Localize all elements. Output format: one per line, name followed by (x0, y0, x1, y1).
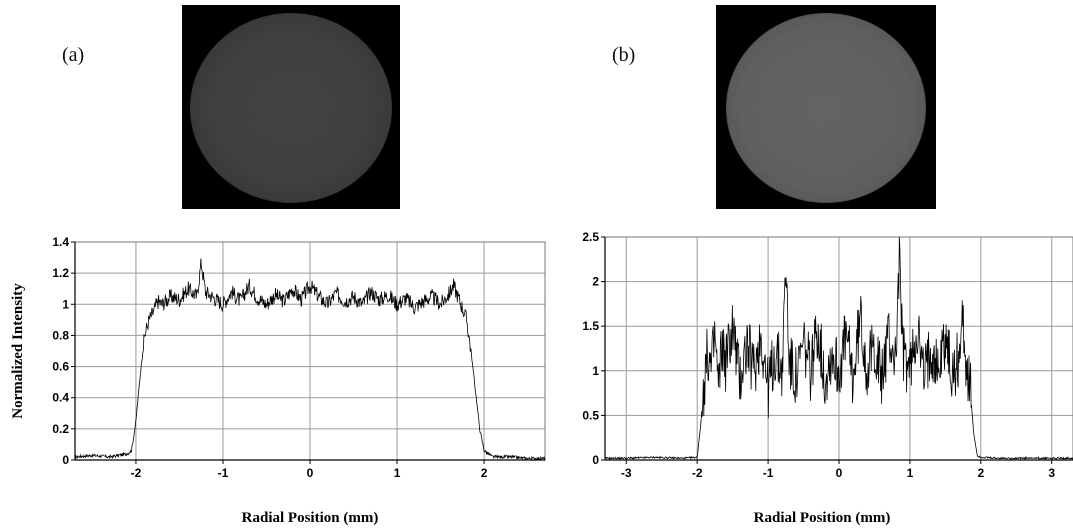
y-tick-label: 0.4 (52, 391, 69, 405)
y-tick-label: 1.5 (582, 319, 599, 333)
panel-label-b: (b) (612, 44, 636, 66)
x-tick-label: 2 (977, 466, 984, 480)
x-tick-label: -1 (218, 466, 229, 480)
y-tick-label: 0.6 (52, 360, 69, 374)
intensity-trace-a (74, 258, 546, 462)
speckle-overlay-b (727, 14, 925, 202)
x-tick-label: 2 (481, 466, 488, 480)
x-tick-label: 0 (307, 466, 314, 480)
chart-a: 0 0.2 0.4 0.6 0.8 1 1.2 1.4 -2 -1 0 1 2 Radial Positi… (10, 235, 546, 526)
panel-label-a: (a) (62, 44, 85, 66)
y-tick-label: 0 (592, 453, 599, 467)
x-axis-title: Radial Position (mm) (754, 510, 891, 526)
x-tick-label: -1 (763, 466, 774, 480)
y-tick-label: 1.2 (52, 266, 69, 280)
y-tick-label: 2.5 (582, 230, 599, 244)
x-tick-label: 0 (836, 466, 843, 480)
x-axis-title: Radial Position (mm) (242, 510, 379, 526)
x-tick-label: 3 (1048, 466, 1055, 480)
beam-image-a (182, 5, 400, 209)
y-tick-label: 0 (62, 453, 69, 467)
y-tick-label: 1 (62, 297, 69, 311)
chart-b: 0 0.5 1 1.5 2 2.5 -3 -2 -1 0 1 2 3 Radial Position (m… (582, 230, 1073, 526)
y-tick-label: 0.8 (52, 328, 69, 342)
y-axis-title: Normalized Intensity (10, 283, 26, 419)
y-tick-label: 0.2 (52, 422, 69, 436)
beam-image-b (716, 5, 936, 209)
y-tick-label: 1.4 (52, 235, 69, 249)
y-tick-label: 1 (592, 364, 599, 378)
y-tick-label: 2 (592, 275, 599, 289)
y-tick-label: 0.5 (582, 408, 599, 422)
x-tick-label: -3 (621, 466, 632, 480)
x-tick-label: -2 (131, 466, 142, 480)
x-tick-label: 1 (907, 466, 914, 480)
intensity-trace-b (604, 236, 1073, 461)
speckle-overlay-a (191, 14, 391, 202)
x-tick-label: -2 (692, 466, 703, 480)
x-tick-label: 1 (394, 466, 401, 480)
